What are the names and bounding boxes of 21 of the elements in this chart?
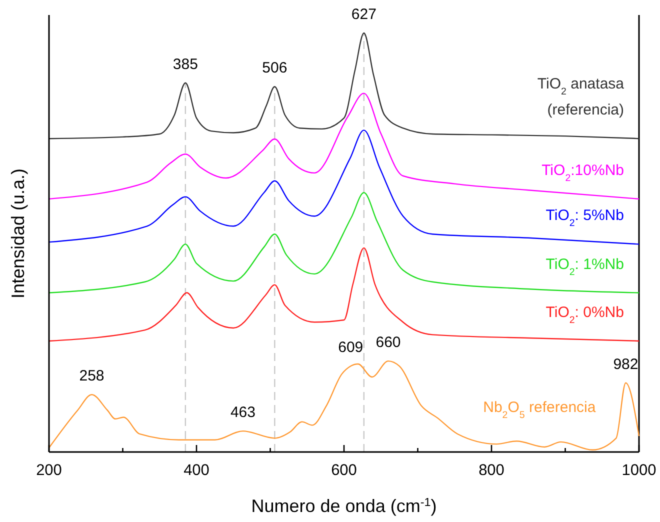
x-tick-label: 600 [331,462,358,480]
series-label: TiO$_{2}$:10%Nb [542,162,624,184]
x-tick-label: 200 [36,462,62,480]
annotation: 627 [351,6,376,23]
annotation: 506 [262,60,288,77]
series-label: TiO$_{2}$: 0%Nb [546,304,624,326]
y-axis-title: Intensidad (u.a.) [8,168,28,299]
series-label: Nb$_{2}$O$_{5}$ referencia [483,399,596,421]
x-tick-label: 1000 [622,462,657,480]
annotation: 385 [172,56,198,73]
series-label: TiO$_{2}$: 5%Nb [546,207,624,229]
annotation: 463 [230,404,256,422]
series-label: TiO$_{2}$ anatasa (referencia) [537,76,625,119]
annotation: 258 [79,368,104,385]
x-tick-label: 800 [478,462,505,480]
annotation: 982 [613,356,638,373]
series-label: TiO$_{2}$: 1%Nb [546,256,624,278]
x-tick-label: 400 [184,462,210,480]
annotation: 660 [376,334,401,352]
annotation: 609 [338,339,364,356]
x-axis-title: Numero de onda (cm$^{-1}$) [251,496,437,516]
